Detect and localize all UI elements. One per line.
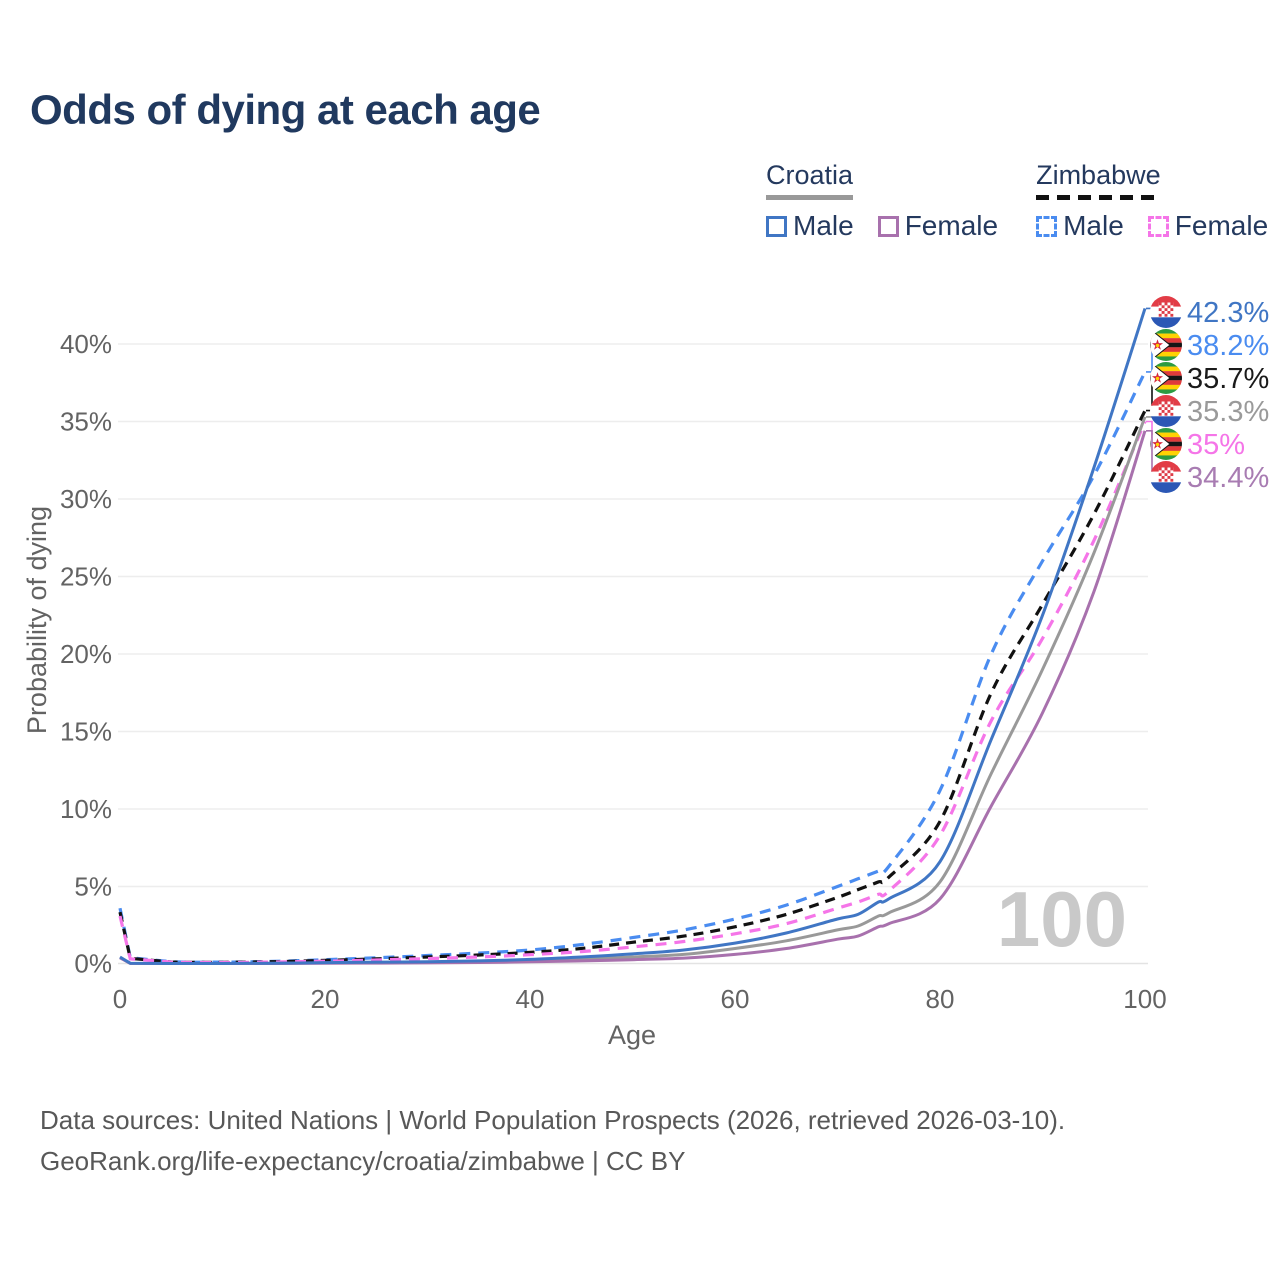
value-label-zimbabwe-overall: 35.7% [1187, 363, 1269, 395]
footer: Data sources: United Nations | World Pop… [40, 1100, 1065, 1182]
line-chart: 0% 5% 10% 15% 20% 25% 30% 35% 40% 0 20 40 60 80 100 Age… [22, 296, 1269, 1050]
zimbabwe-female-swatch-icon [1147, 215, 1169, 237]
croatia-flag-icon [1150, 461, 1182, 493]
y-tick-label-0%: 0% [74, 949, 112, 979]
value-label-croatia-female: 34.4% [1187, 462, 1269, 494]
croatia-flag-icon [1150, 395, 1182, 427]
zimbabwe-flag-icon [1150, 362, 1182, 394]
legend-item-croatia-female[interactable]: Female [877, 210, 999, 242]
value-label-zimbabwe-female: 35% [1187, 429, 1245, 461]
series-line-zimbabwe-male[interactable] [118, 371, 1147, 964]
value-label-zimbabwe-male: 38.2% [1187, 330, 1269, 362]
legend-item-label-zimbabwe-female: Female [1174, 210, 1269, 241]
series-line-zimbabwe-overall[interactable] [118, 409, 1147, 964]
value-label-croatia-overall: 35.3% [1187, 396, 1269, 428]
y-tick-label-40%: 40% [60, 329, 112, 359]
page-title: Odds of dying at each age [30, 86, 541, 133]
legend-group-croatia: Croatia Male Female [766, 160, 998, 242]
legend-item-label-zimbabwe-male: Male [1063, 210, 1124, 241]
y-tick-label-25%: 25% [60, 562, 112, 592]
croatia-overall-line-sample [766, 195, 854, 200]
value-label-croatia-male: 42.3% [1187, 297, 1269, 329]
x-tick-label-100: 100 [1123, 984, 1166, 1014]
x-tick-label-20: 20 [311, 984, 340, 1014]
y-tick-label-5%: 5% [74, 872, 112, 902]
legend-item-label-croatia-male: Male [793, 210, 854, 241]
x-tick-label-60: 60 [721, 984, 750, 1014]
legend-group-name-zimbabwe: Zimbabwe [1036, 160, 1161, 190]
zimbabwe-flag-icon [1150, 329, 1182, 361]
legend-items-zimbabwe: Male Female [1036, 210, 1268, 242]
croatia-flag-icon [1150, 296, 1182, 328]
zimbabwe-overall-line-sample [1036, 195, 1161, 200]
legend-items-croatia: Male Female [766, 210, 998, 242]
x-axis-title: Age [608, 1020, 656, 1050]
croatia-female-swatch-icon [877, 215, 899, 237]
y-tick-label-20%: 20% [60, 639, 112, 669]
y-tick-label-30%: 30% [60, 484, 112, 514]
zimbabwe-male-swatch-icon [1036, 215, 1058, 237]
series-line-zimbabwe-female[interactable] [118, 420, 1147, 965]
legend-header-croatia[interactable]: Croatia [766, 160, 854, 200]
zimbabwe-flag-icon [1150, 428, 1182, 460]
age-watermark: 100 [997, 875, 1127, 963]
croatia-male-swatch-icon [766, 215, 787, 237]
chart-area: 0% 5% 10% 15% 20% 25% 30% 35% 40% 0 20 40 60 80 100 Age… [0, 250, 1280, 1080]
legend-item-label-croatia-female: Female [904, 210, 999, 241]
y-tick-label-15%: 15% [60, 717, 112, 747]
legend-header-zimbabwe[interactable]: Zimbabwe [1036, 160, 1161, 200]
legend: Croatia Male Female Zimbabwe [766, 160, 1268, 242]
y-tick-label-10%: 10% [60, 794, 112, 824]
data-sources-text: Data sources: United Nations | World Pop… [40, 1105, 1066, 1135]
legend-item-zimbabwe-male[interactable]: Male [1036, 210, 1124, 242]
legend-item-zimbabwe-female[interactable]: Female [1147, 210, 1269, 242]
legend-group-zimbabwe: Zimbabwe Male Female [1036, 160, 1268, 242]
series-line-croatia-female[interactable] [119, 430, 1147, 965]
legend-item-croatia-male[interactable]: Male [766, 210, 854, 242]
attribution-text: GeoRank.org/life-expectancy/croatia/zimb… [40, 1146, 686, 1176]
x-tick-label-0: 0 [113, 984, 127, 1014]
legend-group-name-croatia: Croatia [766, 160, 854, 190]
y-axis-title: Probability of dying [22, 506, 52, 734]
x-tick-label-80: 80 [926, 984, 955, 1014]
series-line-croatia-male[interactable] [119, 307, 1147, 965]
y-tick-label-35%: 35% [60, 407, 112, 437]
x-tick-label-40: 40 [516, 984, 545, 1014]
